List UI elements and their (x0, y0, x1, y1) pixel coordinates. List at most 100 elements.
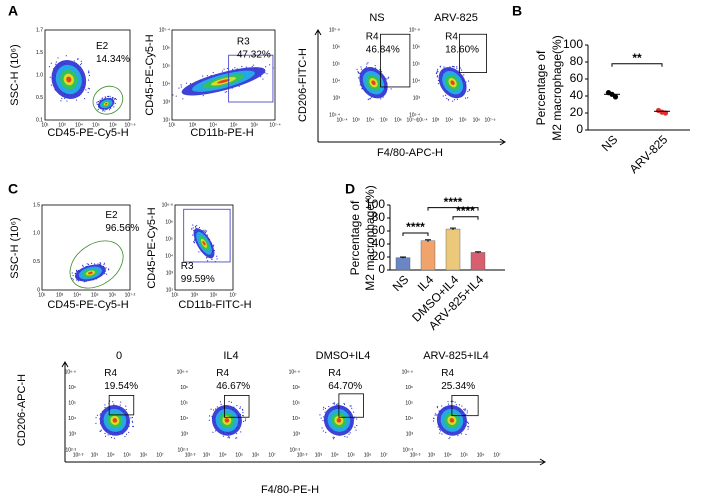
event-dot (180, 84, 182, 86)
event-dot (221, 70, 224, 72)
event-dot (386, 78, 388, 80)
event-dot (436, 75, 439, 77)
event-dot (95, 417, 97, 419)
event-dot (109, 95, 111, 97)
gate-name: R3 (181, 261, 194, 272)
y-axis-label: CD206-FITC-H (297, 48, 309, 122)
event-dot (461, 405, 463, 407)
density-cloud (172, 64, 274, 100)
event-dot (466, 421, 469, 424)
x-tick-label: NS (599, 132, 621, 154)
gate-percent: 96.56% (105, 223, 139, 234)
event-dot (357, 77, 360, 79)
y-axis-label: CD206-APC-H (16, 374, 28, 446)
x-tick-label: 10⁵ (235, 452, 243, 458)
event-dot (210, 408, 212, 410)
event-dot (216, 406, 218, 408)
event-dot (220, 403, 222, 405)
x-tick-label: 10³ (432, 117, 440, 123)
event-dot (113, 98, 116, 100)
x-tick-label: 10³ (315, 452, 323, 458)
y-tick-label: 100 (563, 37, 583, 51)
density-cloud (48, 55, 91, 102)
y-tick-label: 20 (570, 105, 584, 119)
y-tick-label: 10⁶ (412, 44, 420, 50)
event-dot (96, 103, 98, 106)
event-dot (119, 404, 121, 406)
y-axis-label: SSC-H (10⁶) (9, 217, 21, 278)
event-dot (463, 408, 465, 410)
plot-title: ARV-825+IL4 (423, 350, 489, 362)
event-dot (211, 258, 213, 260)
event-dot (456, 66, 458, 68)
plot-frame (171, 29, 276, 121)
y-tick-label: 40 (570, 88, 584, 102)
significance-bracket (427, 207, 479, 211)
gate-name: R4 (445, 31, 458, 42)
event-dot (236, 437, 238, 439)
event-dot (103, 262, 105, 264)
density-level (112, 418, 118, 423)
density-cloud (208, 400, 247, 439)
event-dot (468, 426, 470, 428)
event-dot (244, 420, 246, 422)
plot-frame (44, 29, 131, 121)
y-tick-label: 80 (372, 210, 386, 224)
event-dot (436, 71, 438, 73)
y-tick-label: 10²·³ (65, 447, 76, 453)
event-dot (355, 429, 357, 431)
y-tick-label: 10³ (406, 432, 414, 438)
plot-frame (174, 204, 234, 291)
bar (445, 228, 461, 271)
x-tick-label: 10⁴ (445, 117, 453, 123)
density-level (217, 79, 230, 84)
x-tick-label: 10⁵ (230, 122, 238, 128)
event-dot (333, 402, 335, 404)
event-dot (107, 95, 109, 97)
event-dot (100, 429, 102, 431)
event-dot (113, 403, 115, 405)
event-dot (72, 274, 74, 277)
event-dot (380, 98, 382, 100)
event-dot (182, 98, 184, 100)
event-dot (441, 433, 443, 435)
event-dot (439, 428, 441, 430)
event-dot (455, 404, 457, 406)
event-dot (357, 71, 359, 73)
event-dot (102, 97, 104, 99)
density-level (336, 418, 342, 423)
event-dot (108, 109, 111, 111)
event-dot (354, 426, 356, 428)
event-dot (131, 416, 134, 419)
event-dot (94, 263, 96, 265)
event-dot (251, 65, 253, 67)
gate (92, 85, 124, 115)
event-dot (96, 102, 98, 104)
event-dot (437, 426, 439, 428)
event-dot (465, 433, 467, 435)
event-dot (72, 279, 74, 281)
event-dot (453, 99, 456, 101)
y-axis-label: M2 macrophage(%) (363, 185, 377, 290)
panel-label: B (512, 3, 522, 19)
event-dot (432, 420, 435, 422)
y-tick-label: 1.0 (36, 72, 43, 78)
event-dot (88, 72, 90, 74)
y-tick-label: 10⁶ (162, 45, 170, 51)
event-dot (97, 108, 99, 110)
gate (224, 394, 250, 418)
y-tick-label: 10³ (166, 270, 174, 276)
y-tick-label: 10⁶·⁹ (177, 369, 188, 375)
bar (420, 240, 436, 271)
event-dot (264, 72, 266, 74)
x-tick-label: 10⁷ (493, 452, 501, 458)
significance-label: **** (444, 195, 463, 209)
y-tick-label: 10¹·⁴ (329, 112, 340, 118)
y-tick-label: 10⁶·⁹ (65, 369, 76, 375)
gate-percent: 46.67% (216, 381, 250, 392)
x-tick-label: 10⁷ (268, 452, 276, 458)
event-dot (245, 66, 247, 68)
event-dot (253, 64, 255, 66)
event-dot (100, 430, 102, 432)
event-dot (449, 66, 451, 68)
